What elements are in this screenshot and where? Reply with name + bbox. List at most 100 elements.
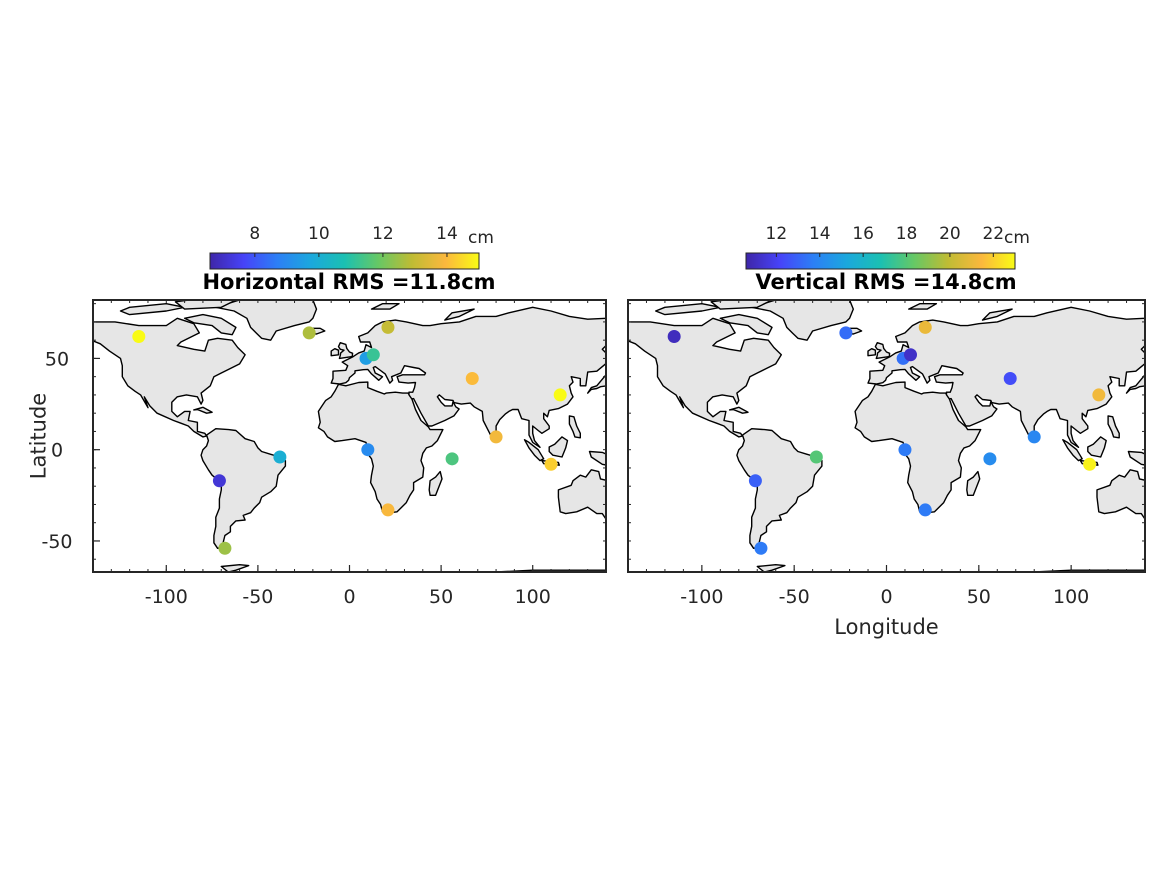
x-tick-label: 0 [343,586,355,608]
land-borneo [1087,436,1107,458]
station-point [544,457,558,471]
land-tasmania [1154,524,1160,529]
colorbar-tick-label: 14 [809,224,831,244]
panel-title: Horizontal RMS =11.8cm [202,270,495,294]
colorbar-tick-label: 10 [308,224,330,244]
y-tick-label: 50 [45,348,69,370]
land-novaya-zemlya [444,308,475,321]
land-baffin-island [719,313,773,336]
colorbar-tick-label: 20 [939,224,961,244]
land-philippines [1107,415,1120,439]
land-novaya-zemlya [981,308,1013,321]
colorbar-tick-label: 12 [766,224,788,244]
panel-title: Vertical RMS =14.8cm [755,270,1016,294]
land-greenland [751,300,854,341]
colorbar-vertical: 12 14 16 18 20 22 cm [745,224,1030,270]
station-point [218,541,232,555]
panel-horizontal: 8 10 12 14 cm Horizontal RMS =11.8cm -100 -50… [26,224,621,608]
land-greenland [215,300,318,341]
land-north-america [628,317,782,438]
land-japan [587,374,606,394]
x-tick-label: -100 [680,586,723,608]
station-point [553,388,567,402]
land-baffin-island [183,313,237,336]
map-horizontal: -100 -50 0 50 100 -50 0 50 [41,299,621,608]
colorbar-unit: cm [468,228,494,248]
station-point [366,348,380,362]
y-tick-label: 0 [51,440,63,462]
x-tick-label: 50 [967,586,991,608]
station-point [1083,457,1097,471]
land-ireland [330,348,340,357]
station-point [212,474,226,488]
land-cuba [728,406,749,414]
land-borneo [548,436,569,458]
station-point [361,443,375,457]
x-tick-label: 50 [429,586,453,608]
land-philippines [568,415,581,439]
station-point [381,503,395,517]
land-ireland [867,348,877,357]
land-sumatra [1062,439,1083,462]
x-tick-label: 100 [515,586,551,608]
station-point [904,348,918,362]
land-arctic-islands [655,303,721,316]
station-point [381,320,395,334]
land-tasmania [615,524,621,529]
land-australia [557,469,606,520]
land-cuba [193,406,213,414]
colorbar-tick-label: 12 [372,224,394,244]
station-point [489,430,503,444]
station-point [465,371,479,385]
x-tick-label: 0 [880,586,892,608]
land-north-america [93,317,246,438]
station-markers [667,320,1106,555]
x-tick-label: -50 [242,586,273,608]
station-point [273,450,287,464]
station-point [1027,430,1041,444]
y-tick-label: -50 [41,531,72,553]
land-svalbard [908,303,938,310]
x-tick-label: -100 [145,586,188,608]
land-svalbard [370,303,400,310]
colorbar-tick-label: 8 [249,224,260,244]
station-point [898,443,912,457]
station-point [302,326,316,340]
station-point [839,326,853,340]
land-new-guinea [588,450,606,466]
station-point [983,452,997,466]
colorbar-tick-label: 22 [982,224,1004,244]
colorbar-gradient [209,252,480,270]
station-point [754,541,768,555]
station-markers [132,320,567,555]
land-sumatra [523,439,545,462]
land-south-america [200,428,287,549]
x-tick-label: -50 [779,586,810,608]
land-great-britain [337,342,354,360]
land-new-guinea [1127,450,1145,466]
station-point [132,330,146,344]
colorbar-gradient [745,252,1016,270]
station-point [918,320,932,334]
station-point [1092,388,1106,402]
land-madagascar [428,470,443,496]
land-japan [1125,374,1145,394]
colorbar-horizontal: 8 10 12 14 cm [209,224,494,270]
station-point [918,503,932,517]
station-point [667,330,681,344]
land-madagascar [966,470,981,496]
panel-vertical: 12 14 16 18 20 22 cm Vertical RMS =14.8cm -100… [627,224,1160,639]
map-vertical: -100 -50 0 50 100 [627,299,1160,608]
station-point [445,452,459,466]
colorbar-unit: cm [1004,228,1030,248]
land-great-britain [874,342,891,360]
land-arctic-islands [119,303,186,316]
station-point [1003,371,1017,385]
colorbar-tick-label: 16 [852,224,874,244]
land-south-america [736,428,823,549]
x-tick-label: 100 [1053,586,1089,608]
colorbar-tick-label: 14 [436,224,458,244]
land-australia [1096,469,1145,520]
station-point [809,450,823,464]
